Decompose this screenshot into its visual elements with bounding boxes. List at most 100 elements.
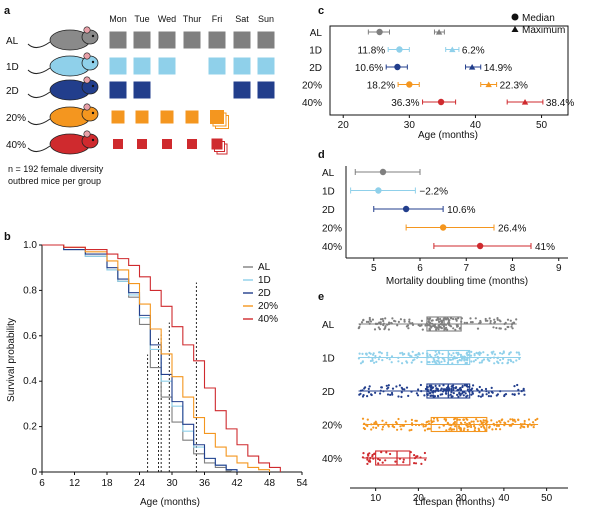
lifespan-point: [436, 419, 439, 422]
lifespan-point: [511, 393, 514, 396]
mouse-icon: [27, 26, 99, 51]
median-change-label: 18.2%: [367, 81, 395, 92]
mouse-eye: [91, 60, 95, 64]
lifespan-point: [469, 354, 473, 357]
lifespan-point: [368, 385, 371, 388]
lifespan-point: [448, 428, 451, 431]
lifespan-point: [362, 318, 365, 321]
lifespan-point: [386, 354, 389, 357]
lifespan-point: [386, 351, 389, 354]
lifespan-point: [400, 386, 403, 389]
lifespan-point: [390, 391, 394, 395]
lifespan-point: [463, 384, 467, 387]
lifespan-point: [424, 458, 427, 461]
lifespan-point: [504, 328, 507, 331]
fed-day-square: [109, 31, 127, 49]
lifespan-point: [440, 387, 443, 390]
diet-row-20pct: 20%: [6, 103, 229, 129]
lifespan-point: [358, 352, 361, 355]
lifespan-point: [479, 321, 482, 324]
lifespan-point: [362, 394, 365, 397]
lifespan-point: [472, 384, 475, 387]
lifespan-point: [451, 358, 454, 361]
lifespan-point: [428, 361, 431, 364]
lifespan-point: [382, 319, 385, 323]
lifespan-point: [493, 353, 497, 356]
lifespan-point: [410, 428, 413, 431]
lifespan-point: [391, 317, 394, 320]
lifespan-point: [492, 326, 495, 329]
y-tick-label: 0.2: [23, 422, 37, 433]
lifespan-point: [452, 388, 455, 391]
lifespan-point: [478, 351, 481, 354]
lifespan-point: [378, 328, 381, 331]
lifespan-point: [499, 428, 502, 431]
lifespan-point: [435, 328, 438, 331]
lifespan-point: [399, 352, 402, 355]
row-label: 1D: [322, 354, 335, 365]
lifespan-point: [463, 427, 466, 430]
diet-row-40pct: 40%: [6, 130, 228, 155]
lifespan-point: [378, 321, 381, 324]
lifespan-point: [437, 324, 440, 327]
lifespan-point: [481, 421, 484, 424]
lifespan-point: [389, 452, 392, 456]
lifespan-point: [495, 421, 498, 424]
maximum-legend-label: Maximum: [522, 25, 565, 36]
lifespan-point: [410, 422, 414, 425]
lifespan-point: [428, 427, 431, 430]
lifespan-point: [481, 394, 484, 397]
row-label: 20%: [322, 224, 342, 235]
lifespan-point: [478, 429, 481, 432]
lifespan-point: [499, 421, 502, 424]
lifespan-point: [496, 361, 499, 364]
lifespan-point: [472, 360, 475, 363]
row-label: 20%: [322, 421, 342, 432]
survival-legend: AL 1D 2D 20% 40%: [243, 262, 278, 325]
lifespan-point: [459, 427, 463, 431]
day-label-sun: Sun: [258, 14, 274, 24]
lifespan-point: [437, 357, 440, 360]
lifespan-point: [385, 384, 388, 387]
diet-row-1d: 1D: [6, 52, 275, 77]
lifespan-point: [466, 425, 469, 428]
lifespan-point: [400, 391, 403, 394]
lifespan-point: [479, 395, 483, 398]
x-tick-label: 6: [39, 478, 45, 489]
median-change-label: 36.3%: [391, 98, 419, 109]
lifespan-point: [439, 393, 442, 396]
lifespan-point: [404, 420, 407, 423]
lifespan-point: [511, 327, 514, 330]
lifespan-point: [469, 321, 473, 324]
lifespan-point: [390, 361, 393, 364]
lifespan-point: [506, 318, 510, 321]
lifespan-point: [465, 395, 468, 398]
x-tick-label: 40: [498, 493, 510, 504]
lifespan-point: [515, 318, 518, 321]
survival-line-2d: [42, 244, 238, 472]
lifespan-point: [490, 419, 493, 422]
maximum-change-label: 6.2%: [462, 46, 485, 57]
lifespan-point: [403, 320, 406, 323]
lifespan-point: [432, 386, 435, 389]
lifespan-point: [495, 424, 499, 427]
lifespan-point: [370, 428, 373, 431]
fed-day-square: [208, 57, 226, 75]
lifespan-point: [470, 360, 473, 363]
lifespan-point: [456, 325, 459, 328]
maximum-legend-marker: [511, 26, 519, 32]
lifespan-point: [494, 428, 498, 431]
x-tick-label: 54: [296, 478, 308, 489]
lifespan-point: [493, 320, 497, 324]
lifespan-point: [471, 321, 474, 324]
lifespan-point: [536, 417, 539, 420]
age-plot: 20 30 40 50 AL 1D 11.8% 6.2% 2D 10.6% 14.9% 20% 18.2…: [302, 25, 574, 131]
change-label: 10.6%: [447, 205, 475, 216]
lifespan-point: [492, 350, 495, 353]
lifespan-point: [408, 429, 411, 432]
lifespan-point: [434, 354, 437, 357]
lifespan-point: [517, 418, 520, 422]
x-tick-label: 50: [536, 120, 548, 131]
x-tick-label: 30: [456, 493, 468, 504]
lifespan-point: [445, 429, 448, 432]
